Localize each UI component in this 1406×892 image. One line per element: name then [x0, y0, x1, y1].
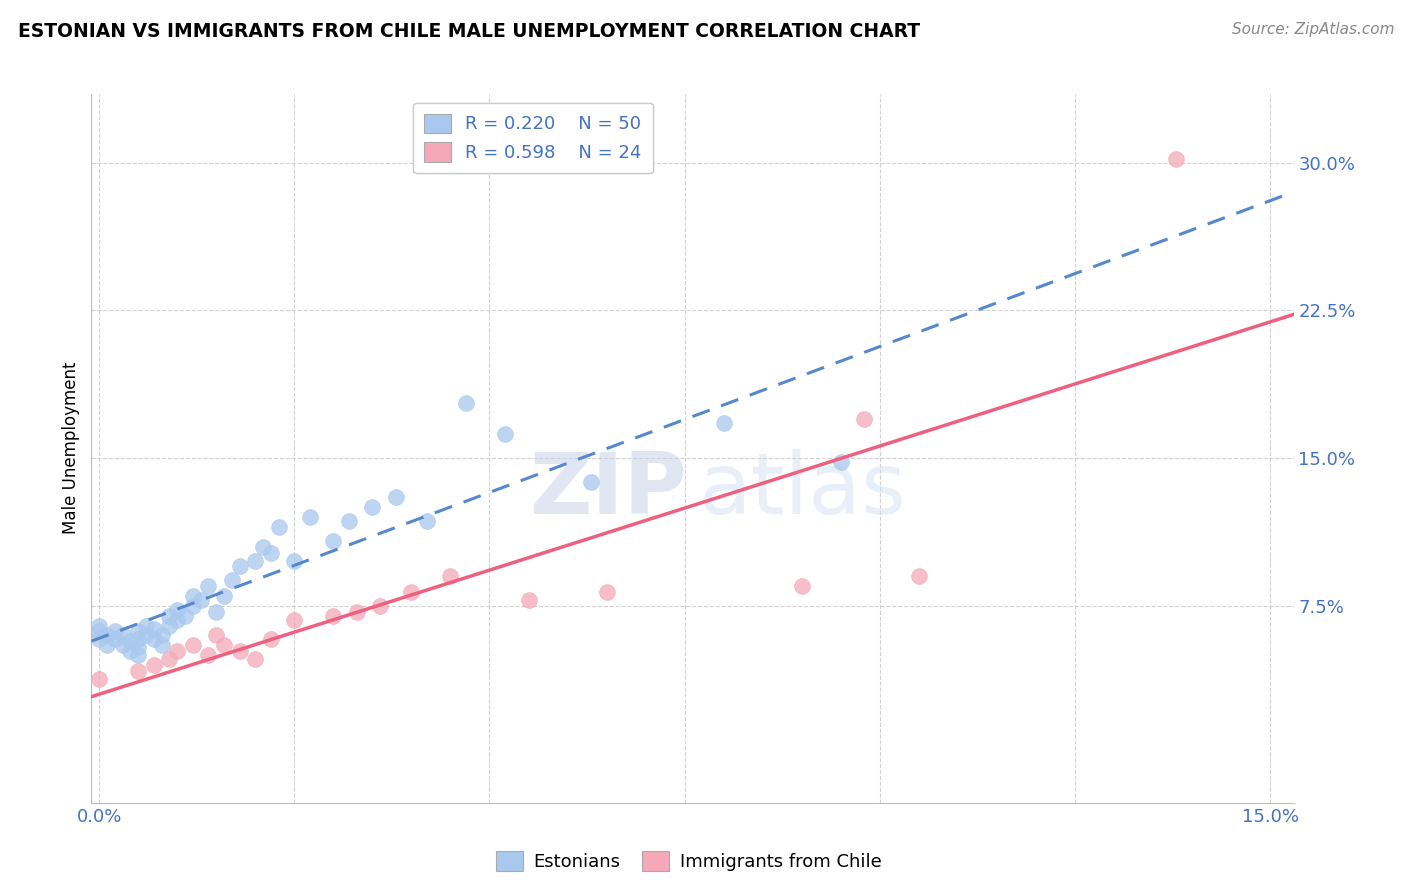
Point: [150, 628, 173, 642]
Point: [120, 634, 142, 648]
Point: [174, 608, 197, 623]
Point: [853, 411, 876, 425]
Point: [368, 599, 391, 613]
Point: [166, 613, 188, 627]
Point: [127, 632, 149, 647]
Point: [346, 605, 368, 619]
Point: [104, 632, 127, 647]
Point: [135, 628, 157, 642]
Legend: R = 0.220    N = 50, R = 0.598    N = 24: R = 0.220 N = 50, R = 0.598 N = 24: [413, 103, 652, 173]
Point: [260, 546, 283, 560]
Y-axis label: Male Unemployment: Male Unemployment: [62, 362, 80, 534]
Text: atlas: atlas: [699, 450, 907, 533]
Point: [790, 579, 813, 593]
Point: [283, 613, 305, 627]
Point: [150, 638, 173, 652]
Point: [579, 475, 602, 489]
Point: [205, 605, 228, 619]
Point: [908, 569, 931, 583]
Point: [181, 599, 204, 613]
Point: [159, 652, 181, 666]
Text: ESTONIAN VS IMMIGRANTS FROM CHILE MALE UNEMPLOYMENT CORRELATION CHART: ESTONIAN VS IMMIGRANTS FROM CHILE MALE U…: [18, 22, 921, 41]
Point: [166, 644, 188, 658]
Point: [197, 579, 219, 593]
Point: [89, 672, 111, 686]
Point: [127, 648, 149, 662]
Point: [127, 664, 149, 678]
Text: ZIP: ZIP: [529, 450, 686, 533]
Point: [212, 638, 235, 652]
Point: [89, 618, 111, 632]
Point: [142, 632, 165, 647]
Point: [142, 623, 165, 637]
Point: [245, 553, 267, 567]
Point: [322, 608, 344, 623]
Point: [439, 569, 461, 583]
Point: [111, 638, 134, 652]
Point: [228, 559, 250, 574]
Point: [245, 652, 267, 666]
Point: [104, 624, 127, 639]
Point: [322, 533, 344, 548]
Point: [135, 618, 157, 632]
Point: [127, 640, 149, 655]
Point: [197, 648, 219, 662]
Point: [252, 540, 274, 554]
Point: [89, 632, 111, 647]
Point: [337, 514, 360, 528]
Point: [142, 657, 165, 672]
Point: [159, 618, 181, 632]
Point: [267, 520, 290, 534]
Legend: Estonians, Immigrants from Chile: Estonians, Immigrants from Chile: [489, 844, 889, 879]
Point: [221, 573, 243, 587]
Point: [1166, 152, 1188, 166]
Point: [96, 638, 118, 652]
Point: [283, 553, 305, 567]
Point: [401, 585, 423, 599]
Point: [713, 416, 735, 430]
Point: [385, 491, 408, 505]
Point: [181, 638, 204, 652]
Point: [228, 644, 250, 658]
Point: [181, 589, 204, 603]
Point: [595, 585, 617, 599]
Point: [416, 514, 439, 528]
Point: [517, 593, 540, 607]
Point: [298, 510, 321, 524]
Point: [166, 603, 188, 617]
Point: [212, 589, 235, 603]
Point: [111, 628, 134, 642]
Point: [190, 593, 212, 607]
Point: [159, 608, 181, 623]
Point: [205, 628, 228, 642]
Point: [89, 624, 111, 639]
Point: [494, 427, 516, 442]
Point: [96, 628, 118, 642]
Point: [260, 632, 283, 647]
Point: [361, 500, 384, 515]
Point: [454, 396, 477, 410]
Text: Source: ZipAtlas.com: Source: ZipAtlas.com: [1232, 22, 1395, 37]
Point: [830, 455, 852, 469]
Point: [120, 644, 142, 658]
Point: [127, 624, 149, 639]
